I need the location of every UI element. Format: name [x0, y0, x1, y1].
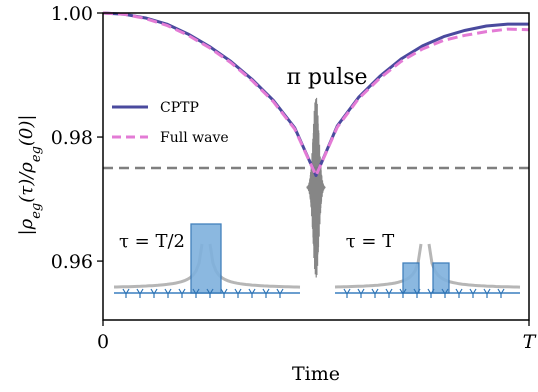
y-tick-label: 1.00 [51, 3, 93, 25]
inset-marker [150, 288, 158, 298]
pi-pulse-trace [306, 97, 326, 278]
inset-marker [385, 288, 393, 298]
y-axis-label: |ρeg(τ)/ρeg(0)| [16, 115, 44, 236]
inset-filter-curve [114, 243, 204, 289]
inset-marker [357, 288, 365, 298]
inset-marker [441, 288, 449, 298]
legend-label-cptp: CPTP [160, 100, 199, 116]
x-tick-label: T [523, 331, 537, 353]
inset-marker [192, 288, 200, 298]
inset-marker [234, 288, 242, 298]
right-inset-label: τ = T [346, 231, 395, 252]
inset-marker [262, 288, 270, 298]
y-tick-label: 0.98 [51, 127, 93, 149]
y-tick-label: 0.96 [51, 251, 93, 273]
pi-pulse-label: π pulse [286, 65, 367, 90]
inset-marker [220, 288, 228, 298]
inset-pulse-bar [432, 262, 450, 294]
left-inset-label: τ = T/2 [119, 231, 185, 252]
inset-marker [469, 288, 477, 298]
pi-pulse-oscillation [306, 97, 326, 278]
inset-marker [248, 288, 256, 298]
inset-marker [343, 288, 351, 298]
inset-marker [483, 288, 491, 298]
series-group [102, 11, 530, 177]
inset-filter-curve [208, 243, 301, 289]
legend: CPTP Full wave [112, 100, 229, 146]
inset-marker [399, 288, 407, 298]
inset-pulse-bar [190, 223, 222, 294]
inset-marker [122, 288, 130, 298]
series-line-cptp [102, 11, 529, 177]
inset-marker [455, 288, 463, 298]
plot-frame [102, 12, 530, 321]
axes: 0.96 0.98 1.00 0 T [51, 3, 537, 353]
inset-marker [427, 288, 435, 298]
inset-marker [178, 288, 186, 298]
inset-marker [164, 288, 172, 298]
inset-marker [206, 288, 214, 298]
inset-marker [497, 288, 505, 298]
inset-pulse-bar [402, 262, 420, 294]
legend-label-full-wave: Full wave [160, 130, 229, 146]
inset-marker [136, 288, 144, 298]
inset-marker [276, 288, 284, 298]
inset-panels [114, 223, 521, 298]
x-axis-label: Time [292, 363, 340, 385]
inset-marker [371, 288, 379, 298]
inset-marker [413, 288, 421, 298]
x-tick-label: 0 [97, 331, 109, 353]
